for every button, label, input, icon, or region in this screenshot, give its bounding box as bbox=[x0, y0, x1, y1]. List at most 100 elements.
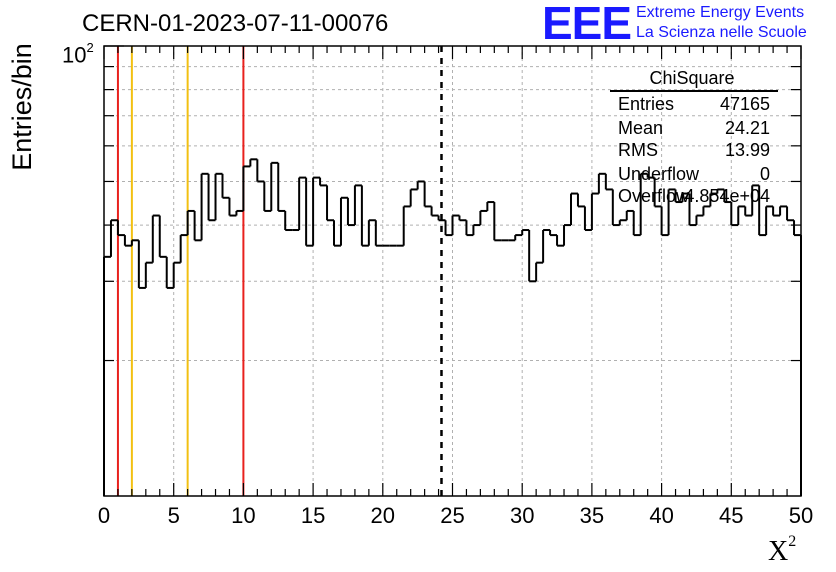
histogram-bin bbox=[346, 197, 355, 227]
stats-row-entries: Entries 47165 bbox=[618, 94, 770, 116]
stats-value: 13.99 bbox=[724, 140, 770, 160]
histogram-bin bbox=[179, 234, 188, 263]
y-axis-label: Entries/bin bbox=[7, 43, 37, 171]
histogram-bin bbox=[772, 206, 781, 217]
histogram-bin bbox=[583, 206, 592, 232]
histogram-bin bbox=[632, 210, 641, 237]
histogram-bin bbox=[549, 230, 558, 237]
histogram-bin bbox=[256, 159, 265, 183]
histogram-bin bbox=[249, 158, 258, 167]
histogram-bin bbox=[200, 172, 209, 241]
histogram-bin bbox=[277, 162, 286, 212]
x-axis-label: X2 bbox=[768, 532, 797, 567]
x-tick-label: 25 bbox=[440, 503, 464, 528]
eee-logo-mark: EEE bbox=[542, 0, 632, 49]
histogram-bin bbox=[737, 205, 746, 226]
histogram-bin bbox=[451, 214, 460, 236]
y-tick-label: 102 bbox=[62, 40, 94, 68]
stats-value: 24.21 bbox=[724, 118, 770, 138]
histogram-bin bbox=[437, 215, 446, 222]
histogram-bin bbox=[681, 192, 690, 203]
histogram-bin bbox=[228, 197, 237, 217]
histogram-bin bbox=[172, 261, 181, 288]
histogram-bin bbox=[312, 176, 321, 246]
histogram-bin bbox=[590, 192, 599, 231]
stats-box: ChiSquare Entries 47165 Mean 24.21 RMS 1… bbox=[610, 64, 778, 214]
histogram-bin bbox=[563, 224, 571, 246]
histogram-bin bbox=[646, 173, 655, 179]
histogram-bin bbox=[709, 192, 718, 207]
histogram-bin bbox=[270, 161, 279, 211]
histogram-bin bbox=[744, 206, 753, 217]
histogram-bin bbox=[472, 224, 481, 236]
histogram-bin bbox=[576, 193, 585, 208]
histogram-bin bbox=[207, 173, 216, 222]
eee-logo: EEE Extreme Energy Events La Scienza nel… bbox=[540, 0, 836, 49]
stats-row-rms: RMS 13.99 bbox=[618, 140, 770, 162]
logo-line-2: La Scienza nelle Scuole bbox=[636, 24, 807, 41]
histogram-bin bbox=[660, 206, 669, 237]
histogram-bin bbox=[416, 180, 425, 190]
histogram-bin bbox=[319, 177, 328, 187]
histogram-bin bbox=[326, 185, 335, 222]
histogram-bin bbox=[604, 173, 613, 191]
histogram-bin bbox=[695, 214, 704, 226]
histogram-bin bbox=[723, 189, 732, 204]
histogram-bin bbox=[186, 209, 195, 236]
histogram-bin bbox=[779, 205, 788, 216]
histogram-bin bbox=[123, 235, 132, 247]
histogram-bin bbox=[263, 181, 272, 212]
histogram-bin bbox=[284, 210, 293, 232]
histogram-bin bbox=[542, 229, 551, 263]
x-tick-label: 10 bbox=[231, 503, 255, 528]
histogram-bin bbox=[653, 177, 662, 208]
histogram-bin bbox=[521, 229, 530, 236]
x-tick-label: 40 bbox=[649, 503, 673, 528]
stats-key: Underflow bbox=[618, 164, 700, 184]
stats-divider bbox=[610, 90, 778, 92]
histogram-bin bbox=[458, 215, 467, 222]
histogram-bin bbox=[618, 219, 627, 226]
histogram-bin bbox=[786, 206, 795, 222]
stats-value: 47165 bbox=[719, 94, 770, 114]
histogram-bin bbox=[409, 188, 418, 207]
histogram-bin bbox=[535, 261, 544, 282]
histogram-bin bbox=[611, 189, 620, 227]
histogram-bin bbox=[116, 220, 125, 237]
histogram-bin bbox=[716, 188, 725, 194]
stats-value: 0 bbox=[759, 164, 770, 184]
histogram-bin bbox=[486, 201, 495, 211]
stats-value: 4.854e+04 bbox=[684, 186, 770, 206]
histogram-bin bbox=[193, 210, 202, 242]
histogram-bin bbox=[667, 188, 676, 236]
histogram-bin bbox=[158, 215, 167, 258]
histogram-bin bbox=[430, 206, 439, 217]
histogram-bin bbox=[137, 240, 146, 289]
histogram-bin bbox=[305, 177, 314, 247]
stats-title: ChiSquare bbox=[649, 68, 735, 88]
histogram-bin bbox=[493, 202, 502, 242]
histogram-bin bbox=[298, 176, 307, 231]
histogram-bin bbox=[528, 230, 537, 283]
histogram-bin bbox=[793, 220, 801, 237]
histogram-bin bbox=[765, 205, 774, 236]
histogram-bin bbox=[674, 189, 683, 204]
histogram-bin bbox=[353, 184, 362, 226]
histogram-bin bbox=[339, 196, 348, 246]
histogram-bin bbox=[109, 219, 118, 257]
histogram-bin bbox=[165, 256, 174, 289]
stats-row-overflow: Overflow 4.854e+04 bbox=[618, 186, 770, 208]
stats-row-underflow: Underflow 0 bbox=[618, 164, 770, 186]
histogram-bin bbox=[639, 172, 648, 236]
histogram-bin bbox=[423, 181, 432, 208]
axes bbox=[103, 45, 802, 497]
histogram-bin bbox=[444, 220, 453, 237]
histogram-bin bbox=[569, 192, 578, 226]
histogram-bin bbox=[688, 193, 697, 227]
histogram-bin bbox=[130, 239, 139, 246]
x-tick-label: 5 bbox=[168, 503, 180, 528]
logo-line-1: Extreme Energy Events bbox=[636, 4, 805, 21]
x-tick-label: 45 bbox=[719, 503, 743, 528]
